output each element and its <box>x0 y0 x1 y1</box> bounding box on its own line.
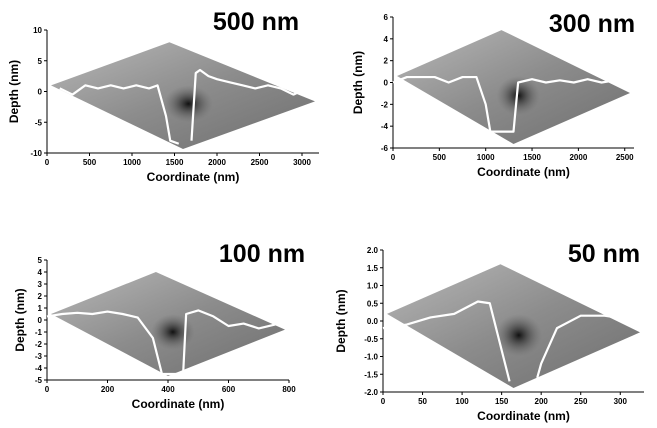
x-tick-label: 0 <box>45 385 50 394</box>
x-tick-label: 500 <box>83 158 97 167</box>
y-tick-label: 6 <box>384 13 389 22</box>
panel-title: 300 nm <box>549 10 635 38</box>
y-tick-label: 0 <box>38 316 43 325</box>
x-tick-label: 0 <box>45 158 50 167</box>
y-tick-label: -2 <box>381 100 389 109</box>
surface-pit <box>163 85 213 123</box>
y-axis-label: Depth (nm) <box>13 288 27 351</box>
y-tick-label: 5 <box>38 256 43 265</box>
x-tick-label: 250 <box>574 397 588 406</box>
y-axis-label: Depth (nm) <box>351 51 365 114</box>
y-tick-label: 2.0 <box>367 246 379 255</box>
y-tick-label: -1.0 <box>364 353 378 362</box>
y-tick-label: -4 <box>35 364 43 373</box>
x-tick-label: 300 <box>614 397 628 406</box>
x-tick-label: 1000 <box>477 153 495 162</box>
y-tick-label: 4 <box>384 35 389 44</box>
y-tick-label: -5 <box>35 118 43 127</box>
profile-line <box>392 75 625 133</box>
x-tick-label: 2000 <box>208 158 226 167</box>
y-tick-label: -0.5 <box>364 335 378 344</box>
panel-title: 500 nm <box>213 8 299 36</box>
x-tick-label: 1500 <box>166 158 184 167</box>
x-tick-label: 150 <box>495 397 509 406</box>
surface-pit <box>495 313 543 357</box>
profile-line <box>46 309 290 376</box>
x-tick-label: 600 <box>222 385 236 394</box>
x-tick-label: 500 <box>433 153 447 162</box>
y-tick-label: -3 <box>35 352 43 361</box>
x-tick-label: 200 <box>535 397 549 406</box>
y-tick-label: 5 <box>38 57 43 66</box>
x-axis-label: Coordinate (nm) <box>477 165 570 179</box>
y-tick-label: 1.0 <box>367 282 379 291</box>
x-axis-label: Coordinate (nm) <box>147 170 240 184</box>
x-tick-label: 1500 <box>523 153 541 162</box>
y-tick-label: -2.0 <box>364 388 378 397</box>
x-tick-label: 0 <box>381 397 386 406</box>
x-tick-label: 50 <box>418 397 427 406</box>
y-tick-label: 0.0 <box>367 317 379 326</box>
surface-pit <box>151 314 195 350</box>
y-tick-label: 2 <box>384 57 389 66</box>
y-axis-label: Depth (nm) <box>334 289 348 352</box>
x-tick-label: 2500 <box>251 158 269 167</box>
surface-pit <box>496 75 541 116</box>
y-tick-label: -1.5 <box>364 370 378 379</box>
y-tick-label: -6 <box>381 144 389 153</box>
x-tick-label: 100 <box>455 397 469 406</box>
x-tick-label: 800 <box>282 385 296 394</box>
y-tick-label: -1 <box>35 328 43 337</box>
profile-line <box>382 300 629 382</box>
x-tick-label: 2000 <box>569 153 587 162</box>
x-tick-label: 200 <box>101 385 115 394</box>
y-tick-label: 1 <box>38 304 43 313</box>
y-tick-label: -2 <box>35 340 43 349</box>
y-tick-label: 4 <box>38 268 43 277</box>
panel-title: 50 nm <box>568 240 640 268</box>
x-tick-label: 400 <box>161 385 175 394</box>
y-tick-label: -4 <box>381 122 389 131</box>
y-tick-label: 1.5 <box>367 264 379 273</box>
x-tick-label: 1000 <box>123 158 141 167</box>
panel-title: 100 nm <box>219 240 305 268</box>
y-tick-label: 0 <box>38 88 43 97</box>
x-tick-label: 3000 <box>293 158 311 167</box>
x-tick-label: 0 <box>391 153 396 162</box>
x-axis-label: Coordinate (nm) <box>477 409 570 423</box>
y-tick-label: 10 <box>33 26 42 35</box>
x-axis-label: Coordinate (nm) <box>132 397 225 411</box>
y-tick-label: -10 <box>30 149 42 158</box>
y-tick-label: 3 <box>38 280 43 289</box>
profile-line <box>59 68 307 145</box>
y-tick-label: 0.5 <box>367 299 379 308</box>
y-tick-label: -5 <box>35 376 43 385</box>
y-tick-label: 0 <box>384 79 389 88</box>
x-tick-label: 2500 <box>616 153 634 162</box>
y-tick-label: 2 <box>38 292 43 301</box>
y-axis-label: Depth (nm) <box>7 60 21 123</box>
